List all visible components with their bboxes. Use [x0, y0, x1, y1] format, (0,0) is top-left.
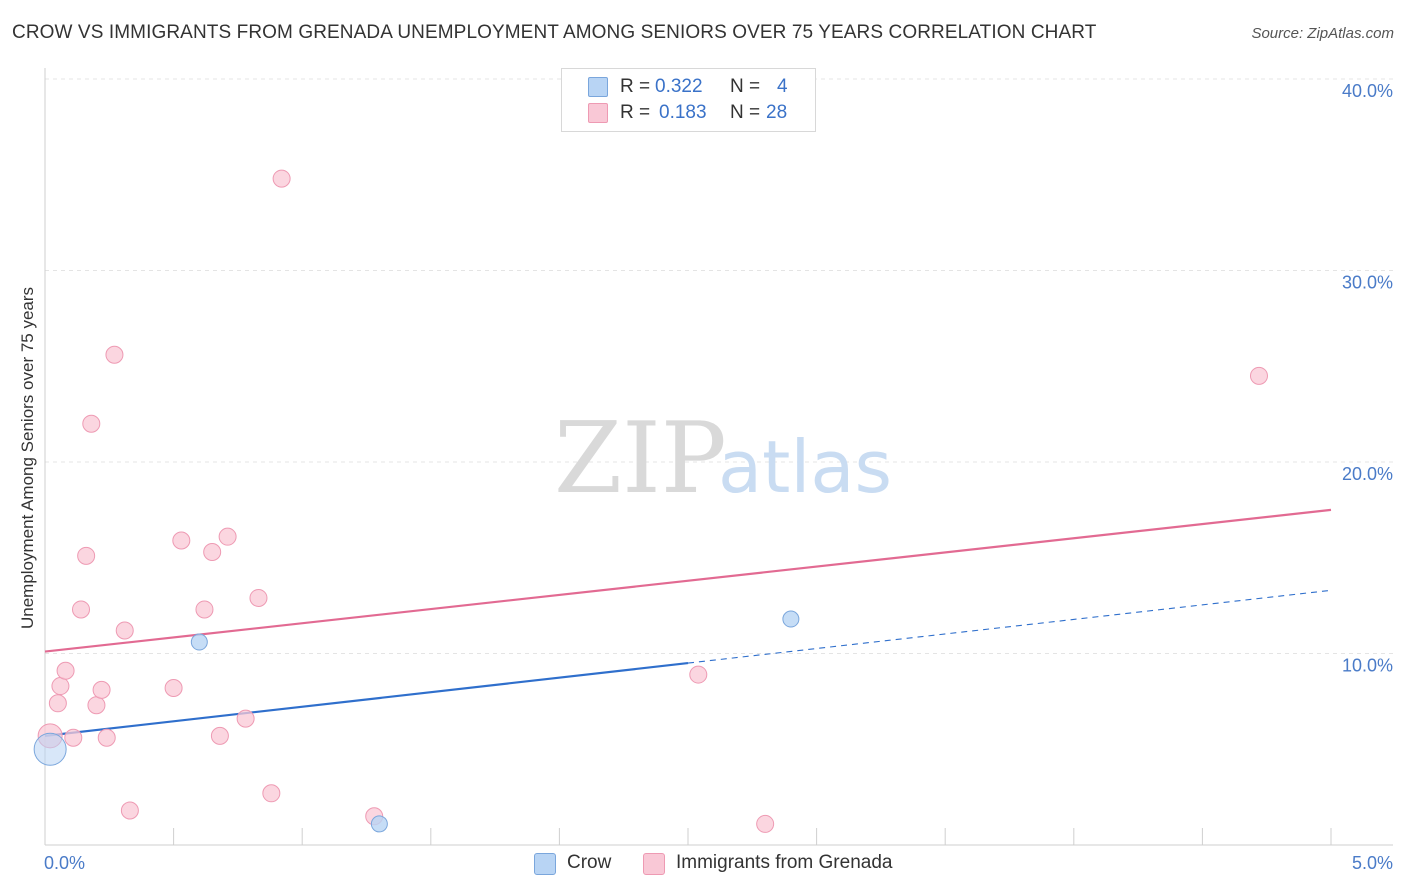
point-grenada	[195, 600, 214, 619]
point-crow	[190, 633, 208, 651]
point-grenada	[1249, 366, 1268, 385]
legend-r-value: 0.322	[655, 76, 703, 97]
point-grenada	[272, 169, 291, 188]
point-grenada	[249, 588, 268, 607]
point-grenada	[87, 696, 106, 715]
point-grenada	[105, 345, 124, 364]
y-axis-label: Unemployment Among Seniors over 75 years	[18, 287, 37, 629]
point-grenada	[97, 728, 116, 747]
trend-line-crow	[44, 661, 689, 737]
point-grenada	[218, 527, 237, 546]
point-grenada	[236, 709, 255, 728]
legend-swatch-crow	[588, 77, 608, 97]
point-grenada	[689, 665, 708, 684]
trend-line-grenada	[44, 508, 1332, 653]
point-grenada	[64, 728, 83, 747]
point-grenada	[77, 546, 96, 565]
point-grenada	[48, 694, 67, 713]
point-grenada	[164, 678, 183, 697]
gridlines	[45, 78, 1393, 654]
legend-r-label: R =	[620, 76, 651, 97]
x-tick-label-min: 0.0%	[44, 853, 85, 873]
point-crow	[33, 732, 67, 766]
legend: R = 0.322 N = 4 R = 0.183 N = 28	[561, 68, 816, 132]
legend-r-value: 0.183	[659, 102, 707, 123]
legend-swatch-grenada	[588, 103, 608, 123]
bottom-legend-swatch-crow	[534, 853, 556, 875]
watermark-atlas: atlas	[718, 425, 892, 509]
trend-line-crow-extension	[687, 589, 1332, 664]
axes	[44, 68, 1393, 846]
y-tick-label: 30.0%	[1342, 273, 1393, 293]
legend-n-label: N =	[730, 76, 761, 97]
bottom-legend-label-grenada: Immigrants from Grenada	[676, 852, 893, 873]
y-tick-label: 40.0%	[1342, 81, 1393, 101]
point-grenada	[115, 621, 134, 640]
source-label: Source: ZipAtlas.com	[1251, 25, 1394, 42]
watermark-zip: ZIP	[554, 402, 727, 516]
point-grenada	[56, 661, 75, 680]
point-grenada	[262, 784, 281, 803]
point-grenada	[92, 680, 111, 699]
chart-title: CROW VS IMMIGRANTS FROM GRENADA UNEMPLOY…	[12, 22, 1097, 43]
point-grenada	[72, 600, 91, 619]
legend-n-value: 4	[777, 76, 788, 97]
x-tick-label-max: 5.0%	[1352, 853, 1393, 873]
trend-lines	[44, 508, 1332, 737]
y-tick-label: 20.0%	[1342, 464, 1393, 484]
point-grenada	[120, 801, 139, 820]
legend-n-value: 28	[766, 102, 788, 123]
y-tick-label: 10.0%	[1342, 656, 1393, 676]
point-grenada	[82, 414, 101, 433]
legend-r-label: R =	[620, 102, 651, 123]
y-tick-labels: 10.0% 20.0% 30.0% 40.0%	[1342, 81, 1393, 676]
bottom-legend-label-crow: Crow	[567, 852, 612, 873]
point-grenada	[172, 531, 191, 550]
point-crow	[782, 610, 800, 628]
bottom-legend-swatch-grenada	[643, 853, 665, 875]
point-grenada	[210, 726, 229, 745]
point-grenada	[756, 814, 775, 833]
data-points	[33, 169, 1268, 833]
point-grenada	[51, 677, 70, 696]
point-grenada	[203, 543, 222, 562]
point-crow	[370, 815, 388, 833]
legend-n-label: N =	[730, 102, 761, 123]
